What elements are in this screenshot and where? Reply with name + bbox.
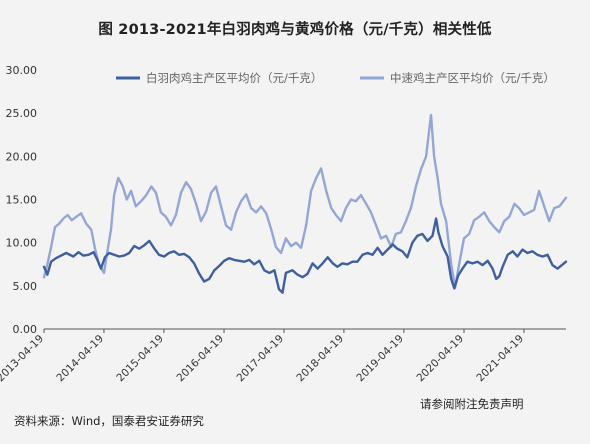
series-line — [42, 113, 568, 289]
x-tick-label: 2020-04-19 — [414, 333, 466, 385]
y-axis-tick-labels: 0.00 5.00 10.00 15.00 20.00 25.00 30.00 — [6, 64, 38, 336]
y-tick-label: 15.00 — [6, 194, 38, 207]
x-tick-label: 2014-04-19 — [54, 333, 106, 385]
legend-label: 中速鸡主产区平均价（元/千克） — [390, 71, 555, 85]
x-axis-ticks: 2013-04-19 2014-04-19 2015-04-19 2016-04-19… — [0, 329, 526, 384]
chart-title: 图 2013-2021年白羽肉鸡与黄鸡价格（元/千克）相关性低 — [98, 22, 492, 38]
x-tick-label: 2017-04-19 — [234, 333, 286, 385]
y-tick-label: 25.00 — [6, 107, 38, 120]
source-note: 资料来源：Wind，国泰君安证券研究 — [14, 414, 204, 428]
y-tick-label: 20.00 — [6, 150, 38, 163]
y-tick-label: 5.00 — [13, 280, 38, 293]
legend-label: 白羽肉鸡主产区平均价（元/千克） — [146, 71, 322, 85]
y-tick-label: 30.00 — [6, 64, 38, 77]
y-tick-label: 0.00 — [13, 323, 38, 336]
x-tick-label: 2019-04-19 — [354, 333, 406, 385]
x-tick-label: 2015-04-19 — [114, 333, 166, 385]
x-tick-label: 2013-04-19 — [0, 333, 46, 385]
series-line — [42, 217, 568, 294]
x-tick-label: 2018-04-19 — [294, 333, 346, 385]
y-tick-label: 10.00 — [6, 237, 38, 250]
disclaimer-note: 请参阅附注免责声明 — [420, 397, 524, 411]
x-tick-label: 2021-04-19 — [474, 333, 526, 385]
x-tick-label: 2016-04-19 — [175, 333, 227, 385]
series-layer — [42, 113, 568, 294]
legend: 白羽肉鸡主产区平均价（元/千克） 中速鸡主产区平均价（元/千克） — [116, 71, 555, 85]
